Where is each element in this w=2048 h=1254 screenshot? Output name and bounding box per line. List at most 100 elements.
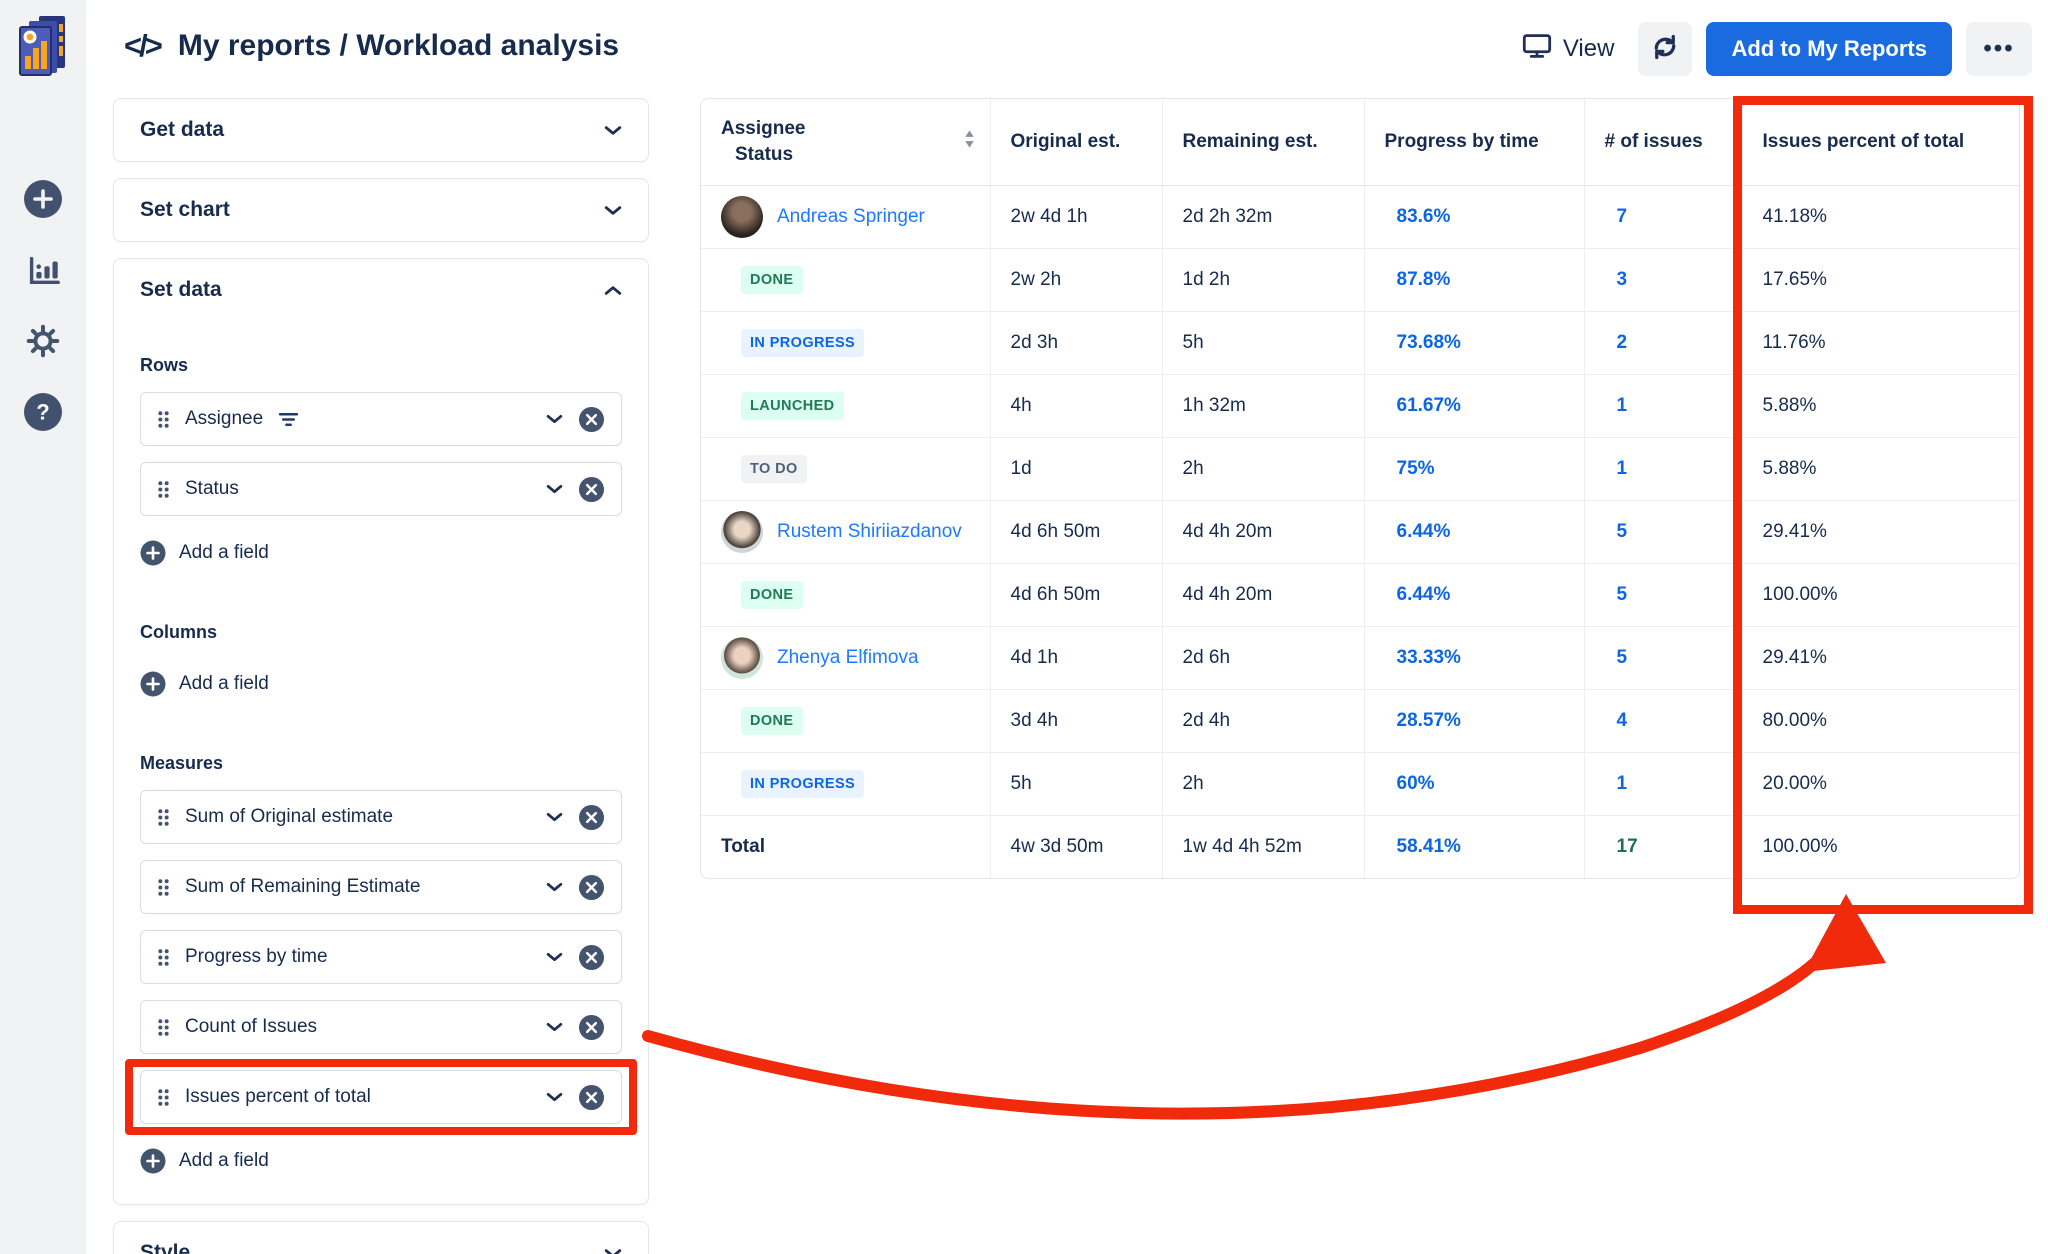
add-column-field-button[interactable]: Add a field: [140, 671, 622, 697]
remove-field-button[interactable]: [578, 944, 605, 971]
drag-handle-icon[interactable]: [157, 479, 170, 500]
column-header-progress-by-time[interactable]: Progress by time: [1364, 99, 1585, 186]
remove-field-button[interactable]: [578, 476, 605, 503]
header-line-assignee: Assignee: [721, 118, 806, 139]
assignee-link[interactable]: Andreas Springer: [777, 206, 925, 227]
more-actions-button[interactable]: •••: [1966, 22, 2032, 76]
issues-count-cell: 2: [1584, 311, 1743, 375]
progress-cell: 73.68%: [1364, 311, 1585, 375]
drag-handle-icon[interactable]: [157, 807, 170, 828]
assignee-cell: Rustem Shiriiazdanov: [701, 500, 991, 564]
refresh-button[interactable]: [1638, 22, 1693, 76]
issues-percent-value: 11.76%: [1762, 332, 1826, 353]
set-chart-panel: Set chart: [113, 178, 649, 242]
sort-icon[interactable]: [963, 130, 976, 155]
add-circle-icon[interactable]: [22, 178, 64, 220]
report-config-sidebar: Get data Set chart Set data: [113, 98, 649, 1254]
field-status[interactable]: Status: [140, 462, 622, 516]
chevron-down-icon[interactable]: [546, 882, 563, 892]
issues-percent-value: 80.00%: [1762, 710, 1827, 731]
column-header-assignee-status[interactable]: Assignee Status: [701, 99, 991, 186]
chevron-down-icon[interactable]: [546, 812, 563, 822]
issues-percent-value: 100.00%: [1762, 584, 1838, 605]
column-header-remaining-est[interactable]: Remaining est.: [1162, 99, 1365, 186]
field-count-of-issues[interactable]: Count of Issues: [140, 1000, 622, 1054]
chevron-down-icon[interactable]: [546, 952, 563, 962]
issues-count-cell: 7: [1584, 185, 1743, 249]
rows-section-label: Rows: [140, 355, 189, 375]
add-to-my-reports-button[interactable]: Add to My Reports: [1706, 22, 1952, 76]
page-title[interactable]: My reports / Workload analysis: [177, 29, 620, 62]
assignee-link[interactable]: Rustem Shiriiazdanov: [777, 521, 962, 542]
drag-handle-icon[interactable]: [157, 947, 170, 968]
set-data-panel-header[interactable]: Set data: [114, 259, 648, 321]
code-icon: </>: [124, 28, 163, 63]
view-button[interactable]: View: [1512, 32, 1625, 67]
remove-field-button[interactable]: [578, 406, 605, 433]
original-est-cell: 4d 6h 50m: [990, 500, 1163, 564]
add-row-field-button[interactable]: Add a field: [140, 540, 622, 566]
chevron-down-icon[interactable]: [546, 1022, 563, 1032]
issues-count-cell: 3: [1584, 248, 1743, 312]
remaining-est-cell: 2h: [1162, 752, 1365, 816]
set-chart-panel-header[interactable]: Set chart: [114, 179, 648, 241]
original-est-cell: 4w 3d 50m: [990, 815, 1163, 878]
bar-chart-icon[interactable]: [22, 249, 64, 291]
add-measure-field-button[interactable]: Add a field: [140, 1148, 622, 1174]
field-assignee[interactable]: Assignee: [140, 392, 622, 446]
field-issues-percent-of-total[interactable]: Issues percent of total: [125, 1059, 637, 1135]
remaining-est-cell: 4d 4h 20m: [1162, 563, 1365, 627]
issues-count-cell: 1: [1584, 374, 1743, 438]
progress-cell: 75%: [1364, 437, 1585, 501]
drag-handle-icon[interactable]: [157, 409, 170, 430]
original-est-cell: 4h: [990, 374, 1163, 438]
original-est-cell: 2w 2h: [990, 248, 1163, 312]
chevron-down-icon[interactable]: [546, 1092, 563, 1102]
settings-gear-icon[interactable]: [22, 320, 64, 362]
status-badge: TO DO: [741, 455, 807, 483]
column-header-num-issues[interactable]: # of issues: [1584, 99, 1743, 186]
remove-field-button[interactable]: [578, 1084, 605, 1111]
issues-count-cell: 1: [1584, 752, 1743, 816]
left-rail: ?: [0, 0, 86, 1254]
style-panel-header[interactable]: Style: [114, 1222, 648, 1254]
help-circle-icon[interactable]: ?: [22, 391, 64, 433]
drag-handle-icon[interactable]: [157, 1087, 170, 1108]
remove-field-button[interactable]: [578, 1014, 605, 1041]
remaining-est-cell: 2d 4h: [1162, 689, 1365, 753]
field-sum-of-original-estimate[interactable]: Sum of Original estimate: [140, 790, 622, 844]
chevron-down-icon: [604, 205, 622, 216]
status-badge: IN PROGRESS: [741, 770, 865, 798]
remove-field-button[interactable]: [578, 874, 605, 901]
drag-handle-icon[interactable]: [157, 1017, 170, 1038]
assignee-link[interactable]: Zhenya Elfimova: [777, 647, 919, 668]
app-logo[interactable]: [15, 14, 71, 80]
get-data-panel-header[interactable]: Get data: [114, 99, 648, 161]
top-actions: View Add to My Reports •••: [1512, 22, 2032, 76]
issues-count-cell: 4: [1584, 689, 1743, 753]
monitor-icon: [1522, 32, 1552, 67]
status-cell: IN PROGRESS: [701, 752, 991, 816]
column-header-issues-percent-of-total[interactable]: Issues percent of total: [1742, 99, 2019, 186]
issues-percent-cell: 41.18%: [1742, 185, 2019, 249]
set-data-panel: Set data Rows Assignee Status Add a field…: [113, 258, 649, 1205]
chevron-down-icon[interactable]: [546, 484, 563, 494]
remove-field-button[interactable]: [578, 804, 605, 831]
avatar: [721, 511, 763, 553]
field-label: Assignee: [185, 408, 264, 429]
field-progress-by-time[interactable]: Progress by time: [140, 930, 622, 984]
status-cell: DONE: [701, 689, 991, 753]
issues-percent-value: 5.88%: [1762, 458, 1817, 479]
drag-handle-icon[interactable]: [157, 877, 170, 898]
chevron-down-icon[interactable]: [546, 414, 563, 424]
field-label: Issues percent of total: [185, 1086, 371, 1107]
remaining-est-cell: 5h: [1162, 311, 1365, 375]
measures-section-label: Measures: [140, 753, 224, 773]
field-sum-of-remaining-estimate[interactable]: Sum of Remaining Estimate: [140, 860, 622, 914]
panel-title: Set chart: [140, 198, 230, 221]
progress-cell: 58.41%: [1364, 815, 1585, 878]
column-header-original-est[interactable]: Original est.: [990, 99, 1163, 186]
